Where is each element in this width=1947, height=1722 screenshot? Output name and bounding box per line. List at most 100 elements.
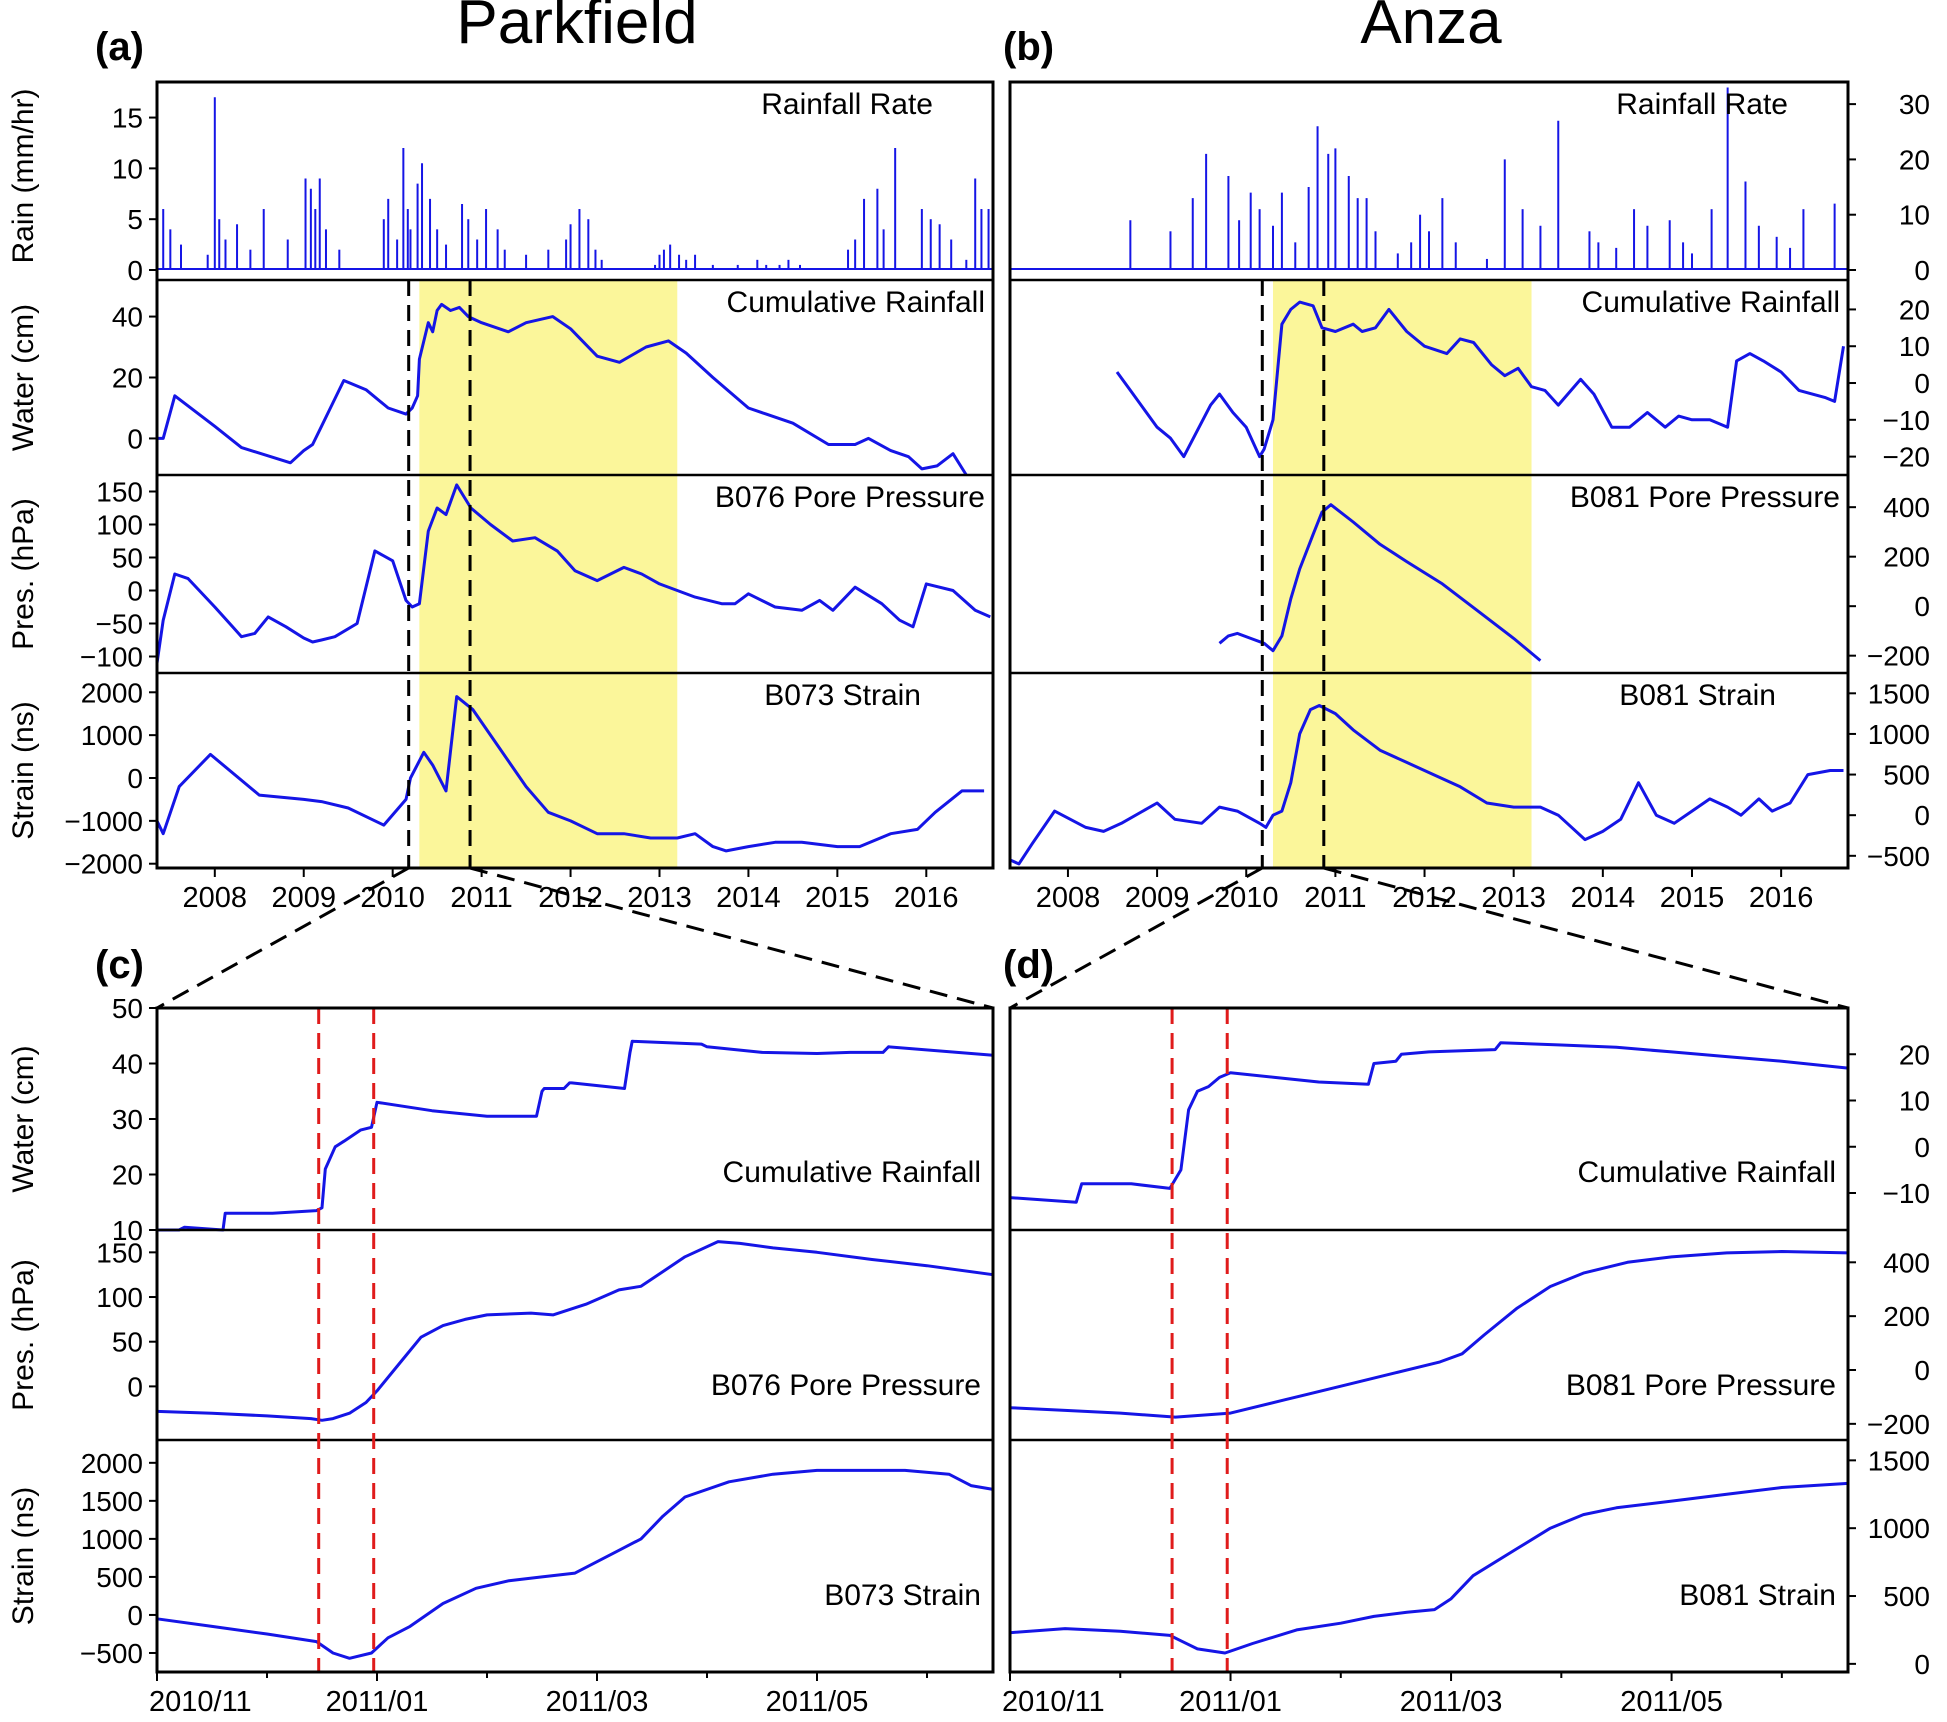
y-tick-label: 10: [112, 1215, 143, 1246]
panel-a: 0 5 10 15 Rain (mm/hr) Rainfall Rate 0 20 40 Wate…: [7, 80, 995, 914]
x-tick-label: 2016: [894, 882, 959, 914]
y-tick-label: 0: [1914, 591, 1930, 622]
y-tick-label: −20: [1883, 442, 1931, 473]
series-label-pres: B076 Pore Pressure: [711, 1369, 981, 1402]
x-tick-label: 2009: [1125, 882, 1190, 914]
y-tick-label: 40: [112, 1049, 143, 1080]
zoom-connector-right: [1323, 866, 1849, 1010]
y-tick-label: −200: [1867, 641, 1930, 672]
row-strain: −2000 −1000 0 1000 2000 Strain (ns) B073 Strai…: [7, 671, 993, 880]
y-tick-label: −2000: [64, 849, 143, 880]
series-label-water: Cumulative Rainfall: [727, 286, 985, 319]
x-tick-label: 2013: [627, 882, 692, 914]
row-water: 10 20 30 40 50 Water (cm) Cumulative Rainfall: [7, 993, 994, 1246]
series-line-water: [157, 1039, 994, 1232]
y-tick-label: 0: [127, 423, 143, 454]
row-water: 0 20 40 Water (cm) Cumulative Rainfall: [7, 278, 993, 476]
x-tick-label: 2010: [1214, 882, 1279, 914]
y-tick-label: 2000: [81, 1448, 143, 1479]
row-strain: −500 0 500 1000 1500 2000 Strain (ns) B073 Stra…: [7, 1438, 994, 1669]
y-tick-label: 10: [1899, 1086, 1930, 1117]
title-anza: Anza: [1360, 0, 1502, 57]
panel-label-b: (b): [1003, 25, 1054, 69]
y-axis-label: Pres. (hPa): [7, 1259, 40, 1411]
series-line-strain: [1009, 704, 1844, 866]
y-axis-label: Rain (mm/hr): [7, 88, 40, 263]
series-label-rain: Rainfall Rate: [761, 88, 933, 121]
y-tick-label: 1000: [81, 1524, 143, 1555]
y-tick-label: 500: [96, 1562, 143, 1593]
y-tick-label: 150: [96, 1237, 143, 1268]
zoom-connector-right: [469, 866, 994, 1010]
panel-frame: [155, 1006, 995, 1674]
y-tick-label: −10: [1883, 1178, 1931, 1209]
y-tick-label: 200: [1883, 542, 1930, 573]
zoom-connectors: [156, 866, 1849, 1010]
row-water: −10 0 10 20 Cumulative Rainfall: [1009, 1039, 1931, 1209]
y-tick-label: 10: [1899, 200, 1930, 231]
x-tick-label: 2011/03: [1400, 1686, 1503, 1718]
series-label-water: Cumulative Rainfall: [1578, 1156, 1836, 1189]
series-label-pres: B076 Pore Pressure: [715, 481, 985, 514]
y-tick-label: 40: [112, 302, 143, 333]
row-rain: 0 10 20 30 Rainfall Rate: [1010, 87, 1930, 286]
series-label-water: Cumulative Rainfall: [1582, 286, 1840, 319]
panel-frame: [1008, 1006, 1850, 1674]
y-tick-label: 30: [112, 1104, 143, 1135]
y-tick-label: 10: [112, 153, 143, 184]
series-label-rain: Rainfall Rate: [1616, 88, 1788, 121]
x-tick-label: 2015: [1660, 882, 1725, 914]
y-axis-label: Strain (ns): [7, 1487, 40, 1625]
panel-d: −10 0 10 20 Cumulative Rainfall −200 0 200 400 B0…: [1002, 1006, 1931, 1718]
series-label-pres: B081 Pore Pressure: [1570, 481, 1840, 514]
x-tick-label: 2013: [1481, 882, 1546, 914]
series-line-strain: [155, 695, 985, 853]
x-tick-label: 2011/05: [766, 1686, 869, 1718]
y-tick-label: 0: [1914, 1649, 1930, 1680]
y-tick-label: 20: [1899, 1039, 1930, 1070]
y-tick-label: −500: [1867, 841, 1930, 872]
y-tick-label: 0: [127, 763, 143, 794]
series-label-water: Cumulative Rainfall: [723, 1156, 981, 1189]
x-tick-label: 2008: [183, 882, 248, 914]
y-tick-label: −200: [1867, 1409, 1930, 1440]
panel-b: 0 10 20 30 Rainfall Rate −20 −10 0 10 20 Cumulativ…: [1008, 80, 1931, 914]
title-parkfield: Parkfield: [456, 0, 697, 57]
x-tick-label: 2012: [538, 882, 603, 914]
panel-frame: [1008, 80, 1850, 870]
y-tick-label: 20: [1899, 144, 1930, 175]
y-tick-label: 1000: [1868, 719, 1930, 750]
x-tick-label: 2010/11: [1002, 1686, 1105, 1718]
series-label-strain: B073 Strain: [824, 1579, 981, 1612]
series-label-strain: B081 Strain: [1619, 679, 1776, 712]
row-strain: 0 500 1000 1500 B081 Strain: [1009, 1438, 1930, 1680]
y-tick-label: 10: [1899, 331, 1930, 362]
y-tick-label: 1500: [81, 1486, 143, 1517]
y-tick-label: 400: [1883, 492, 1930, 523]
y-tick-label: 20: [112, 363, 143, 394]
series-label-strain: B073 Strain: [764, 679, 921, 712]
zoom-connector-left: [156, 866, 410, 1010]
y-tick-label: 0: [1914, 800, 1930, 831]
panel-label-d: (d): [1003, 943, 1054, 987]
x-tick-label: 2011: [1304, 882, 1366, 914]
y-axis-label: Water (cm): [7, 304, 40, 451]
y-tick-label: −100: [80, 642, 143, 673]
y-tick-label: 100: [96, 510, 143, 541]
shaded-interval: [419, 280, 678, 868]
plots-layer: 0 5 10 15 Rain (mm/hr) Rainfall Rate 0 20 40 Wate…: [7, 80, 1931, 1718]
y-tick-label: 2000: [81, 677, 143, 708]
y-tick-label: 1500: [1868, 678, 1930, 709]
y-tick-label: 5: [127, 204, 143, 235]
y-tick-label: 1000: [81, 720, 143, 751]
y-tick-label: −500: [80, 1638, 143, 1669]
row-pres: −200 0 200 400 B081 Pore Pressure: [1010, 473, 1930, 672]
y-tick-label: 400: [1883, 1247, 1930, 1278]
y-tick-label: 0: [127, 1371, 143, 1402]
y-tick-label: 50: [112, 1327, 143, 1358]
series-line-pres: [155, 483, 991, 664]
y-tick-label: 0: [127, 255, 143, 286]
x-tick-label: 2011/03: [546, 1686, 649, 1718]
series-line-water: [157, 302, 968, 476]
